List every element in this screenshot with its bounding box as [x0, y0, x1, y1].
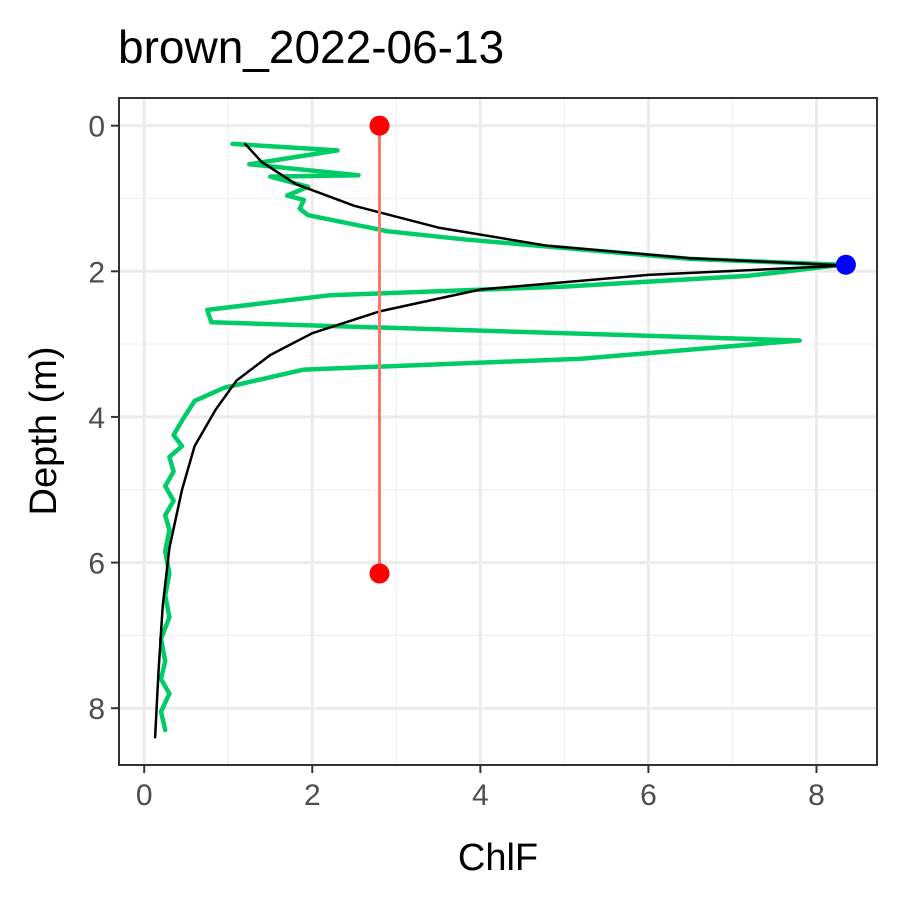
y-tick-label: 4 [88, 402, 105, 435]
marker-point [369, 563, 390, 584]
panel-border [118, 97, 878, 766]
fit-line [153, 142, 848, 739]
ticks: 0 2 4 6 8 0 2 4 6 8 [88, 111, 825, 812]
y-tick-label: 8 [88, 693, 105, 726]
x-tick-label: 0 [136, 779, 153, 812]
y-axis-label: Depth (m) [23, 347, 65, 516]
profile-line [158, 141, 844, 733]
y-tick-label: 2 [88, 256, 105, 289]
x-tick-label: 4 [472, 779, 489, 812]
y-tick-label: 6 [88, 548, 105, 581]
chart-title: brown_2022-06-13 [118, 21, 504, 73]
series-layer [153, 115, 856, 739]
marker-point [835, 254, 856, 275]
y-tick-label: 0 [88, 111, 105, 144]
x-tick-label: 2 [304, 779, 321, 812]
x-axis-label: ChlF [458, 837, 538, 879]
x-tick-label: 8 [808, 779, 825, 812]
marker-point [369, 115, 390, 136]
grid [119, 98, 877, 765]
x-tick-label: 6 [640, 779, 657, 812]
